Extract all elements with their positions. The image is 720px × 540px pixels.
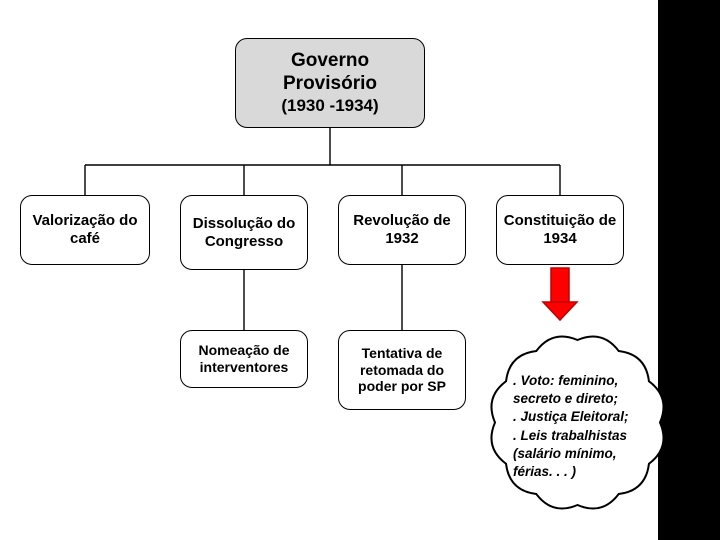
node-label: Constituição de 1934 — [503, 212, 617, 248]
cloud-line: . Voto: feminino, — [513, 372, 658, 390]
node-label: Dissolução do Congresso — [187, 215, 301, 251]
root-subtitle: (1930 -1934) — [281, 96, 378, 116]
root-title-1: Governo — [291, 50, 369, 73]
cloud-line: férias. . . ) — [513, 463, 658, 481]
node-label: Valorização do café — [27, 212, 143, 248]
right-sidebar — [658, 0, 720, 540]
cloud-line: . Leis trabalhistas — [513, 427, 658, 445]
node-valorizacao-cafe: Valorização do café — [20, 195, 150, 265]
cloud-constituicao-details: . Voto: feminino, secreto e direto; . Ju… — [513, 372, 658, 481]
node-root: Governo Provisório (1930 -1934) — [235, 38, 425, 128]
cloud-line: secreto e direto; — [513, 390, 658, 408]
cloud-line: . Justiça Eleitoral; — [513, 408, 658, 426]
node-label: Tentativa de retomada do poder por SP — [345, 345, 459, 395]
node-revolucao-1932: Revolução de 1932 — [338, 195, 466, 265]
node-constituicao-1934: Constituição de 1934 — [496, 195, 624, 265]
node-tentativa-sp: Tentativa de retomada do poder por SP — [338, 330, 466, 410]
root-title-2: Provisório — [283, 73, 377, 96]
node-label: Nomeação de interventores — [187, 342, 301, 376]
cloud-line: (salário mínimo, — [513, 445, 658, 463]
node-label: Revolução de 1932 — [345, 212, 459, 248]
node-dissolucao-congresso: Dissolução do Congresso — [180, 195, 308, 270]
node-nomeacao-interventores: Nomeação de interventores — [180, 330, 308, 388]
